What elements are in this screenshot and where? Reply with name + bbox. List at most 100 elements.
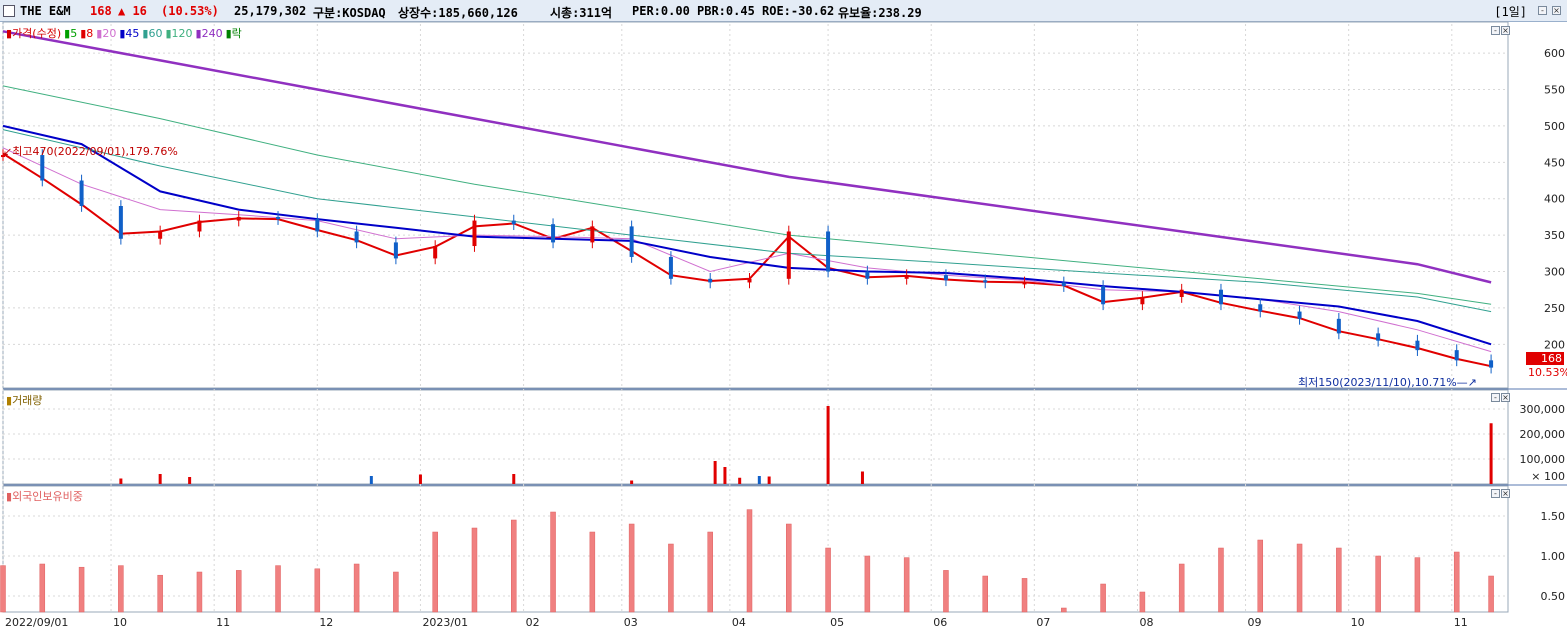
volume-bar xyxy=(713,461,717,484)
date-tick-label: 10 xyxy=(1351,616,1365,629)
legend-label: 20 xyxy=(102,27,117,40)
legend-item: ▮120 xyxy=(165,27,192,40)
volume-bar xyxy=(767,476,771,484)
foreign-ratio-bars xyxy=(0,509,1494,613)
candle-body xyxy=(118,206,123,239)
date-tick-label: 10 xyxy=(113,616,127,629)
candle-body xyxy=(1179,289,1184,297)
legend-label: 240 xyxy=(201,27,223,40)
date-tick-label: 07 xyxy=(1036,616,1050,629)
pane-minimize-icon[interactable]: - xyxy=(1491,26,1500,35)
legend-label: 120 xyxy=(171,27,193,40)
foreign-bar xyxy=(1414,557,1421,613)
header-bar: THE E&M 168 ▲ 16 (10.53%) 25,179,302 구분:… xyxy=(0,0,1567,22)
candle-body xyxy=(1061,282,1066,287)
pane-border xyxy=(2,485,1509,613)
legend-swatch: ▮ xyxy=(80,27,87,40)
period-selector[interactable]: [1일] xyxy=(1494,5,1527,19)
foreign-bar xyxy=(628,523,635,613)
ma-line-120 xyxy=(2,85,1492,305)
foreign-bar xyxy=(157,574,163,613)
volume-bar xyxy=(757,476,761,484)
foreign-bar xyxy=(550,511,556,613)
legend-item: ▮가격(수정) xyxy=(6,27,61,40)
price-change: ▲ 16 xyxy=(118,4,147,18)
foreign-bar xyxy=(1139,591,1146,613)
moving-average-lines xyxy=(2,30,1492,368)
foreign-bar xyxy=(1021,578,1028,613)
foreign-bar xyxy=(746,509,753,613)
pane-border xyxy=(2,389,1509,485)
foreign-bar xyxy=(1296,543,1303,613)
volume-minimize-icon[interactable]: - xyxy=(1491,393,1500,402)
date-tick-label: 06 xyxy=(933,616,947,629)
foreign-close-icon[interactable]: × xyxy=(1501,489,1510,498)
pane-close-icon[interactable]: × xyxy=(1501,26,1510,35)
price-candles xyxy=(1,149,1494,374)
price-change-pct: (10.53%) xyxy=(161,4,219,18)
candle-body xyxy=(79,180,84,206)
candle-body xyxy=(708,278,713,283)
chart-frame xyxy=(2,21,1567,613)
foreign-tick-label: 1.00 xyxy=(1541,550,1566,563)
foreign-bar xyxy=(1453,551,1460,613)
candle-body xyxy=(1376,333,1381,341)
candle-body xyxy=(551,224,556,243)
legend-item: ▮45 xyxy=(119,27,139,40)
foreign-bar xyxy=(707,531,713,613)
volume-bar xyxy=(1489,423,1493,484)
foreign-bar xyxy=(786,523,792,613)
candle-body xyxy=(276,216,281,220)
foreign-bar xyxy=(1178,563,1185,613)
foreign-minimize-icon[interactable]: - xyxy=(1491,489,1500,498)
foreign-bar xyxy=(511,519,517,613)
volume-bar xyxy=(630,480,634,484)
foreign-tick-label: 1.50 xyxy=(1541,510,1566,523)
foreign-bar xyxy=(275,565,281,613)
candle-body xyxy=(943,275,948,281)
foreign-bar xyxy=(78,566,85,613)
candle-body xyxy=(1415,340,1420,351)
candle-body xyxy=(983,280,988,283)
foreign-bar xyxy=(235,570,242,613)
candle-body xyxy=(904,275,909,279)
candle-body xyxy=(393,242,398,259)
volume-close-icon[interactable]: × xyxy=(1501,393,1510,402)
legend-item: ▮8 xyxy=(80,27,93,40)
close-icon[interactable]: × xyxy=(1552,6,1561,15)
low-annotation: 최저150(2023/11/10),10.71%—↗ xyxy=(1298,376,1477,389)
legend-swatch: ▮ xyxy=(195,27,202,40)
last-pct-marker: 10.53% xyxy=(1528,366,1567,379)
candle-body xyxy=(668,256,673,279)
minimize-icon[interactable]: - xyxy=(1538,6,1547,15)
candle-body xyxy=(865,271,870,279)
ma-line-45 xyxy=(2,124,1492,346)
trade-volume: 25,179,302 xyxy=(234,4,307,18)
legend-swatch: ▮ xyxy=(165,27,172,40)
legend-swatch: ▮ xyxy=(119,27,126,40)
volume-tick-label: 300,000 xyxy=(1520,403,1566,416)
legend-item: ▮락 xyxy=(226,27,242,40)
candle-body xyxy=(1297,311,1302,319)
date-tick-label: 04 xyxy=(732,616,746,629)
candle-body xyxy=(315,219,320,232)
legend-swatch: ▮ xyxy=(64,27,71,40)
price-tick-label: 600 xyxy=(1544,47,1565,60)
legend-item: ▮20 xyxy=(96,27,116,40)
candle-body xyxy=(354,231,359,243)
legend-item: ▮240 xyxy=(196,27,223,40)
foreign-bar xyxy=(471,527,478,613)
select-checkbox[interactable] xyxy=(3,5,15,17)
foreign-bar xyxy=(39,563,46,613)
price-legend: ▮가격(수정) ▮5 ▮8 ▮20 ▮45 ▮60 ▮120 ▮240 ▮락 xyxy=(6,25,245,41)
candle-body xyxy=(1454,350,1459,361)
foreign-tick-label: 0.50 xyxy=(1541,590,1566,603)
volume-bars xyxy=(119,406,1493,484)
legend-label: 5 xyxy=(70,27,78,40)
per-value: PER:0.00 xyxy=(632,4,690,18)
candle-body xyxy=(1258,304,1263,312)
listed-shares: 상장수:185,660,126 xyxy=(398,6,518,20)
candle-body xyxy=(511,220,516,225)
date-tick-label: 2022/09/01 xyxy=(5,616,68,629)
